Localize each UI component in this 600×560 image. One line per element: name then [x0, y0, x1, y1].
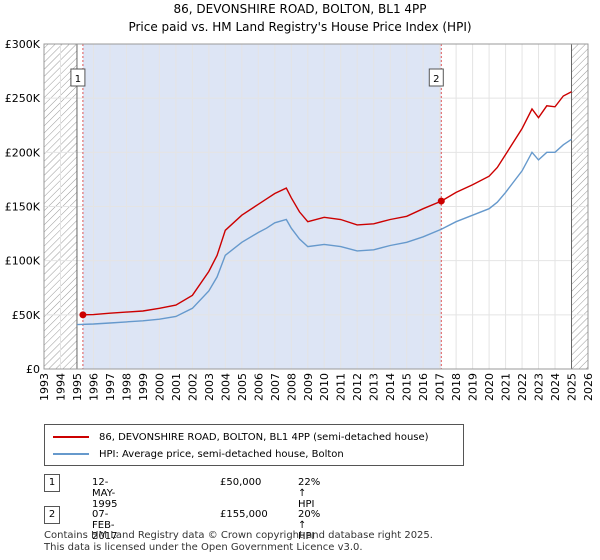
x-tick-label: 2004 [219, 373, 232, 401]
y-tick-label: £150K [5, 201, 41, 214]
x-tick-label: 2008 [285, 373, 298, 401]
x-tick-label: 1995 [71, 373, 84, 401]
sale-label-box [70, 68, 86, 87]
y-tick-label: £250K [5, 92, 41, 105]
x-tick-label: 2023 [533, 373, 546, 401]
footer-copyright: Contains HM Land Registry data © Crown c… [44, 530, 433, 541]
x-tick-label: 2019 [467, 373, 480, 401]
sale-marker-box: 2 [44, 506, 60, 524]
y-tick-label: £0 [26, 363, 40, 376]
x-tick-label: 1994 [54, 373, 67, 401]
x-tick-label: 1999 [137, 373, 150, 401]
x-tick-label: 2016 [417, 373, 430, 401]
x-tick-label: 1997 [104, 373, 117, 401]
y-tick-label: £100K [5, 255, 41, 268]
legend-item-property: 86, DEVONSHIRE ROAD, BOLTON, BL1 4PP (se… [53, 429, 429, 445]
plot-frame [43, 43, 589, 370]
x-tick-label: 2003 [203, 373, 216, 401]
x-tick-label: 2012 [351, 373, 364, 401]
y-tick-label: £200K [5, 146, 41, 159]
sale-point [79, 311, 87, 319]
x-tick-label: 1993 [38, 373, 51, 401]
legend-swatch-property [53, 436, 89, 438]
x-tick-label: 2024 [549, 373, 562, 401]
x-tick-label: 2025 [566, 373, 579, 401]
legend-label-hpi: HPI: Average price, semi-detached house,… [99, 448, 344, 460]
x-tick-label: 2017 [434, 373, 447, 401]
x-tick-label: 2002 [186, 373, 199, 401]
sale-price: £155,000 [220, 509, 268, 520]
sale-point [437, 197, 445, 205]
legend-swatch-hpi [53, 453, 89, 455]
legend-label-property: 86, DEVONSHIRE ROAD, BOLTON, BL1 4PP (se… [99, 431, 429, 443]
x-tick-label: 2000 [153, 373, 166, 401]
sale-date: 07-FEB-2017 [92, 509, 118, 542]
sale-price: £50,000 [220, 477, 262, 488]
x-tick-label: 2013 [368, 373, 381, 401]
y-tick-label: £50K [12, 309, 41, 322]
x-tick-label: 2020 [483, 373, 496, 401]
legend-item-hpi: HPI: Average price, semi-detached house,… [53, 446, 344, 462]
chart-subtitle: Price paid vs. HM Land Registry's House … [128, 20, 472, 34]
property-price-line [82, 91, 572, 316]
footer-licence: This data is licensed under the Open Gov… [44, 542, 363, 553]
sale-hpi-change: 20% ↑ HPI [298, 509, 321, 542]
sale-label-box [428, 68, 444, 87]
sale-marker-box: 1 [44, 474, 60, 492]
x-tick-label: 2011 [335, 373, 348, 401]
x-tick-label: 2007 [269, 373, 282, 401]
x-tick-label: 1998 [120, 373, 133, 401]
x-tick-label: 2018 [450, 373, 463, 401]
x-tick-label: 1996 [87, 373, 100, 401]
hpi-line [76, 138, 572, 326]
x-tick-label: 2005 [236, 373, 249, 401]
y-tick-label: £300K [5, 38, 41, 51]
sale-date: 12-MAY-1995 [92, 477, 118, 510]
x-tick-label: 2022 [516, 373, 529, 401]
x-tick-label: 2014 [384, 373, 397, 401]
x-tick-label: 2021 [500, 373, 513, 401]
x-tick-label: 2026 [582, 373, 595, 401]
chart-title: 86, DEVONSHIRE ROAD, BOLTON, BL1 4PP [173, 2, 427, 16]
sale-label: 1 [75, 74, 81, 85]
x-tick-label: 2006 [252, 373, 265, 401]
legend: 86, DEVONSHIRE ROAD, BOLTON, BL1 4PP (se… [44, 424, 464, 466]
sale-hpi-change: 22% ↑ HPI [298, 477, 321, 510]
x-tick-label: 2001 [170, 373, 183, 401]
x-tick-label: 2015 [401, 373, 414, 401]
x-tick-label: 2010 [318, 373, 331, 401]
sale-label: 2 [433, 74, 439, 85]
x-tick-label: 2009 [302, 373, 315, 401]
